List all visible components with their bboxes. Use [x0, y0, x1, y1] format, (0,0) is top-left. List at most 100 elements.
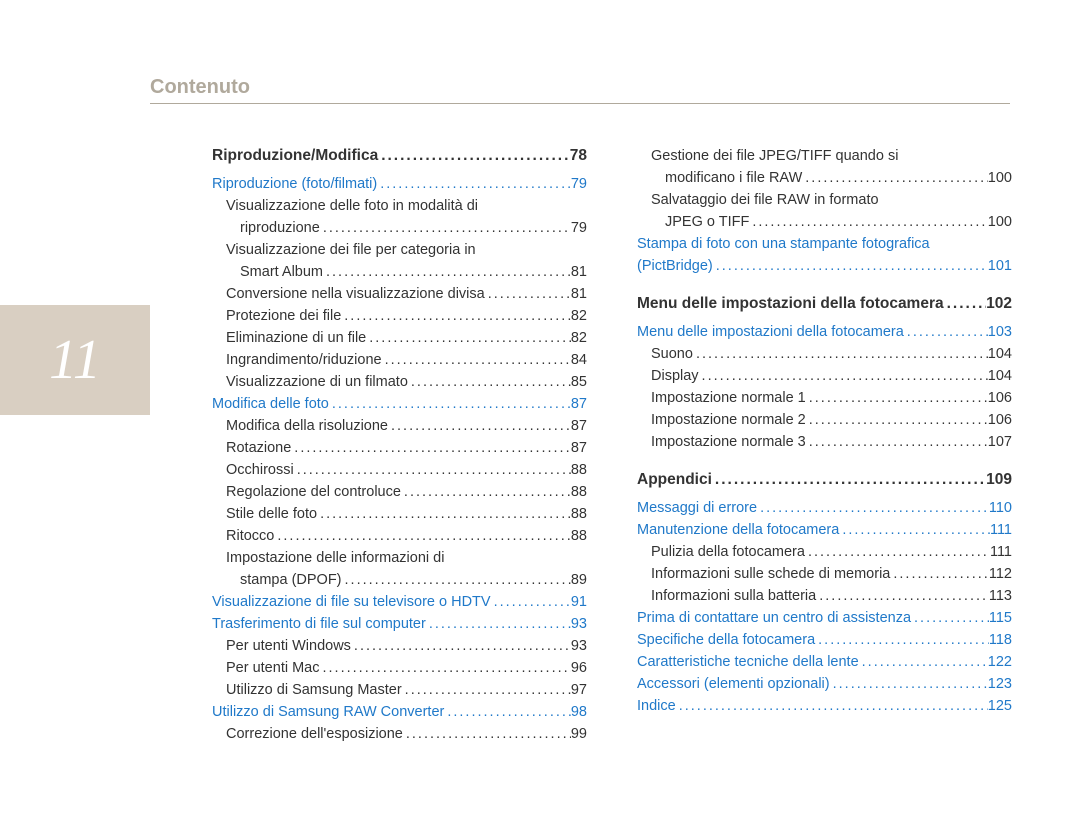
toc-page: 84 — [571, 349, 587, 371]
toc-page: 109 — [986, 469, 1012, 491]
toc-entry[interactable]: Indice 125 — [637, 695, 1012, 717]
toc-entry: Regolazione del controluce88 — [212, 481, 587, 503]
toc-leader-dots — [699, 365, 988, 387]
toc-leader-dots — [816, 585, 989, 607]
toc-leader-dots — [802, 167, 988, 189]
toc-page: 79 — [571, 173, 587, 195]
toc-label: riproduzione — [240, 217, 320, 239]
toc-entry: Occhirossi88 — [212, 459, 587, 481]
page: 11 Contenuto Riproduzione/Modifica78Ripr… — [0, 0, 1080, 815]
toc-page: 97 — [571, 679, 587, 701]
toc-entry[interactable]: Visualizzazione di file su televisore o … — [212, 591, 587, 613]
toc-entry: Visualizzazione dei file per categoria i… — [212, 239, 587, 261]
toc-leader-dots — [320, 657, 571, 679]
toc-entry[interactable]: (PictBridge)101 — [637, 255, 1012, 277]
toc-label: Suono — [651, 343, 693, 365]
toc-columns: Riproduzione/Modifica78 Riproduzione (fot… — [212, 145, 1012, 745]
toc-leader-dots — [693, 343, 988, 365]
toc-label: Correzione dell'esposizione — [226, 723, 403, 745]
toc-page: 111 — [990, 519, 1012, 541]
toc-entry[interactable]: Riproduzione (foto/filmati)79 — [212, 173, 587, 195]
toc-entry: Gestione dei file JPEG/TIFF quando si — [637, 145, 1012, 167]
toc-label: Accessori (elementi opzionali) — [637, 673, 830, 695]
toc-entry: Visualizzazione delle foto in modalità d… — [212, 195, 587, 217]
toc-label: Appendici — [637, 469, 712, 491]
toc-page: 82 — [571, 305, 587, 327]
toc-entry[interactable]: Caratteristiche tecniche della lente 122 — [637, 651, 1012, 673]
toc-entry: Ingrandimento/riduzione 84 — [212, 349, 587, 371]
toc-leader-dots — [839, 519, 990, 541]
toc-page: 87 — [571, 437, 587, 459]
toc-page: 104 — [988, 365, 1012, 387]
toc-leader-dots — [806, 431, 988, 453]
toc-entry[interactable]: Messaggi di errore110 — [637, 497, 1012, 519]
toc-label: Pulizia della fotocamera — [651, 541, 805, 563]
toc-page: 99 — [571, 723, 587, 745]
toc-label: Informazioni sulle schede di memoria — [651, 563, 890, 585]
toc-label: (PictBridge) — [637, 255, 713, 277]
toc-leader-dots — [944, 293, 987, 315]
toc-label: Indice — [637, 695, 676, 717]
toc-entry[interactable]: Menu delle impostazioni della fotocamera… — [637, 293, 1012, 315]
toc-entry: Informazioni sulla batteria113 — [637, 585, 1012, 607]
toc-entry: Impostazione normale 3107 — [637, 431, 1012, 453]
toc-leader-dots — [749, 211, 987, 233]
toc-page: 100 — [988, 167, 1012, 189]
toc-entry: stampa (DPOF)89 — [212, 569, 587, 591]
toc-page: 123 — [988, 673, 1012, 695]
toc-page: 93 — [571, 613, 587, 635]
toc-entry[interactable]: Specifiche della fotocamera118 — [637, 629, 1012, 651]
toc-entry[interactable]: Utilizzo di Samsung RAW Converter98 — [212, 701, 587, 723]
toc-leader-dots — [713, 255, 988, 277]
toc-page: 79 — [571, 217, 587, 239]
toc-label: Modifica della risoluzione — [226, 415, 388, 437]
toc-leader-dots — [351, 635, 571, 657]
toc-page: 88 — [571, 459, 587, 481]
toc-label: Impostazione normale 3 — [651, 431, 806, 453]
toc-leader-dots — [274, 525, 571, 547]
toc-entry: Conversione nella visualizzazione divisa… — [212, 283, 587, 305]
toc-page: 103 — [988, 321, 1012, 343]
toc-entry: Suono104 — [637, 343, 1012, 365]
toc-entry[interactable]: Appendici 109 — [637, 469, 1012, 491]
toc-column-right: Gestione dei file JPEG/TIFF quando simod… — [637, 145, 1012, 745]
toc-page: 100 — [988, 211, 1012, 233]
toc-leader-dots — [342, 569, 571, 591]
header-rule — [150, 103, 1010, 104]
toc-page: 87 — [571, 393, 587, 415]
toc-entry[interactable]: Modifica delle foto87 — [212, 393, 587, 415]
toc-entry: Rotazione87 — [212, 437, 587, 459]
toc-page: 122 — [988, 651, 1012, 673]
toc-label: Per utenti Windows — [226, 635, 351, 657]
toc-page: 87 — [571, 415, 587, 437]
toc-entry[interactable]: Riproduzione/Modifica78 — [212, 145, 587, 167]
toc-page: 78 — [570, 145, 587, 167]
toc-entry[interactable]: Prima di contattare un centro di assiste… — [637, 607, 1012, 629]
toc-leader-dots — [444, 701, 571, 723]
toc-leader-dots — [890, 563, 989, 585]
toc-entry: Smart Album 81 — [212, 261, 587, 283]
toc-label: Informazioni sulla batteria — [651, 585, 816, 607]
toc-label: Ingrandimento/riduzione — [226, 349, 382, 371]
toc-label: Smart Album — [240, 261, 323, 283]
toc-entry: Display104 — [637, 365, 1012, 387]
toc-entry: Impostazione normale 1106 — [637, 387, 1012, 409]
toc-page: 125 — [988, 695, 1012, 717]
toc-entry[interactable]: Manutenzione della fotocamera111 — [637, 519, 1012, 541]
toc-label: Caratteristiche tecniche della lente — [637, 651, 859, 673]
toc-label: Impostazione normale 1 — [651, 387, 806, 409]
toc-entry: Pulizia della fotocamera111 — [637, 541, 1012, 563]
toc-page: 88 — [571, 503, 587, 525]
toc-leader-dots — [408, 371, 571, 393]
toc-leader-dots — [341, 305, 571, 327]
toc-entry[interactable]: Accessori (elementi opzionali) 123 — [637, 673, 1012, 695]
toc-entry[interactable]: Trasferimento di file sul computer93 — [212, 613, 587, 635]
toc-label: stampa (DPOF) — [240, 569, 342, 591]
toc-label: Per utenti Mac — [226, 657, 320, 679]
toc-entry[interactable]: Stampa di foto con una stampante fotogra… — [637, 233, 1012, 255]
toc-page: 88 — [571, 525, 587, 547]
toc-entry[interactable]: Menu delle impostazioni della fotocamera… — [637, 321, 1012, 343]
toc-entry: JPEG o TIFF100 — [637, 211, 1012, 233]
toc-page: 81 — [571, 261, 587, 283]
toc-label: Utilizzo di Samsung RAW Converter — [212, 701, 444, 723]
